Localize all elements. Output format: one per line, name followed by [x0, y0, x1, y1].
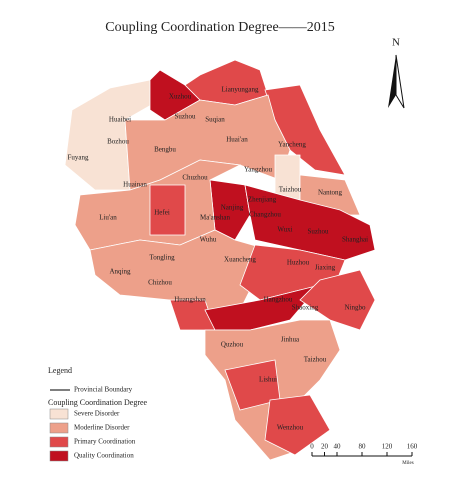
- city-label: Wuhu: [200, 236, 217, 244]
- city-label: Fuyang: [68, 154, 90, 162]
- city-label: Bozhou: [107, 138, 129, 146]
- legend-swatch: [49, 450, 69, 462]
- city-label: Suqian: [205, 116, 225, 124]
- city-label: Chuzhou: [182, 174, 208, 182]
- scale-label: 0: [310, 443, 314, 451]
- city-label: Huainan: [123, 181, 147, 189]
- city-label: Chizhou: [148, 279, 172, 287]
- legend-swatch: [49, 436, 69, 448]
- city-label: Hangzhou: [264, 296, 293, 304]
- city-label: Lianyungang: [222, 86, 259, 94]
- city-label: Suzhou: [308, 228, 330, 236]
- city-label: Suzhou: [175, 113, 197, 121]
- map-title: Coupling Coordination Degree——2015: [105, 20, 334, 35]
- city-label: Jinhua: [281, 336, 300, 344]
- city-label: Ningbo: [345, 304, 367, 312]
- legend-label: Moderline Disorder: [74, 424, 130, 432]
- city-label: Taizhou: [279, 186, 302, 194]
- city-label: Zhenjiang: [248, 196, 277, 204]
- legend-title: Legend: [48, 366, 72, 375]
- scale-bar: 0 20 40 80 120 160 Miles: [310, 443, 418, 467]
- city-label: Lishui: [259, 376, 277, 384]
- legend-swatch: [49, 408, 69, 420]
- city-label: Yancheng: [278, 141, 306, 149]
- regions: [64, 59, 376, 461]
- city-label: Huangshan: [174, 296, 206, 304]
- legend-label: Severe Disorder: [74, 410, 120, 418]
- scale-unit: Miles: [402, 461, 413, 466]
- legend-label: Quality Coordination: [74, 452, 134, 460]
- city-label: Taizhou: [304, 356, 327, 364]
- city-label: Nanjing: [221, 204, 244, 212]
- city-label: Bengbu: [154, 146, 176, 154]
- scale-label: 80: [359, 443, 367, 451]
- city-label: Tongling: [149, 254, 175, 262]
- city-label: Changzhou: [249, 211, 281, 219]
- north-label: N: [392, 37, 400, 49]
- scale-label: 40: [334, 443, 342, 451]
- scale-label: 20: [321, 443, 329, 451]
- legend-boundary: Provincial Boundary: [74, 386, 133, 394]
- city-label: Hefei: [154, 209, 170, 217]
- legend-swatch: [49, 422, 69, 434]
- city-label: Quzhou: [221, 341, 244, 349]
- city-label: Jiaxing: [315, 264, 336, 272]
- legend-subtitle: Coupling Coordination Degree: [48, 398, 148, 407]
- city-label: Wuxi: [277, 226, 292, 234]
- scale-label: 160: [407, 443, 418, 451]
- city-label: Shaoxing: [292, 304, 319, 312]
- city-label: Huai'an: [226, 136, 248, 144]
- scale-label: 120: [382, 443, 393, 451]
- city-label: Nantong: [318, 189, 343, 197]
- city-label: Xuancheng: [224, 256, 256, 264]
- north-arrow: N: [388, 37, 405, 109]
- legend: Legend Provincial Boundary Coupling Coor…: [48, 366, 148, 462]
- city-label: Xuzhou: [169, 93, 192, 101]
- city-label: Yangzhou: [244, 166, 273, 174]
- city-labels: Xuzhou Lianyungang Huaibei Suzhou Suqian Bozh…: [68, 86, 369, 432]
- city-label: Huaibei: [109, 116, 131, 124]
- city-label: Ma'anshan: [200, 214, 231, 222]
- city-label: Huzhou: [287, 259, 310, 267]
- legend-label: Primary Coordination: [74, 438, 136, 446]
- city-label: Liu'an: [99, 214, 117, 222]
- city-label: Wenzhou: [277, 424, 304, 432]
- city-label: Shanghai: [342, 236, 368, 244]
- city-label: Anqing: [110, 268, 132, 276]
